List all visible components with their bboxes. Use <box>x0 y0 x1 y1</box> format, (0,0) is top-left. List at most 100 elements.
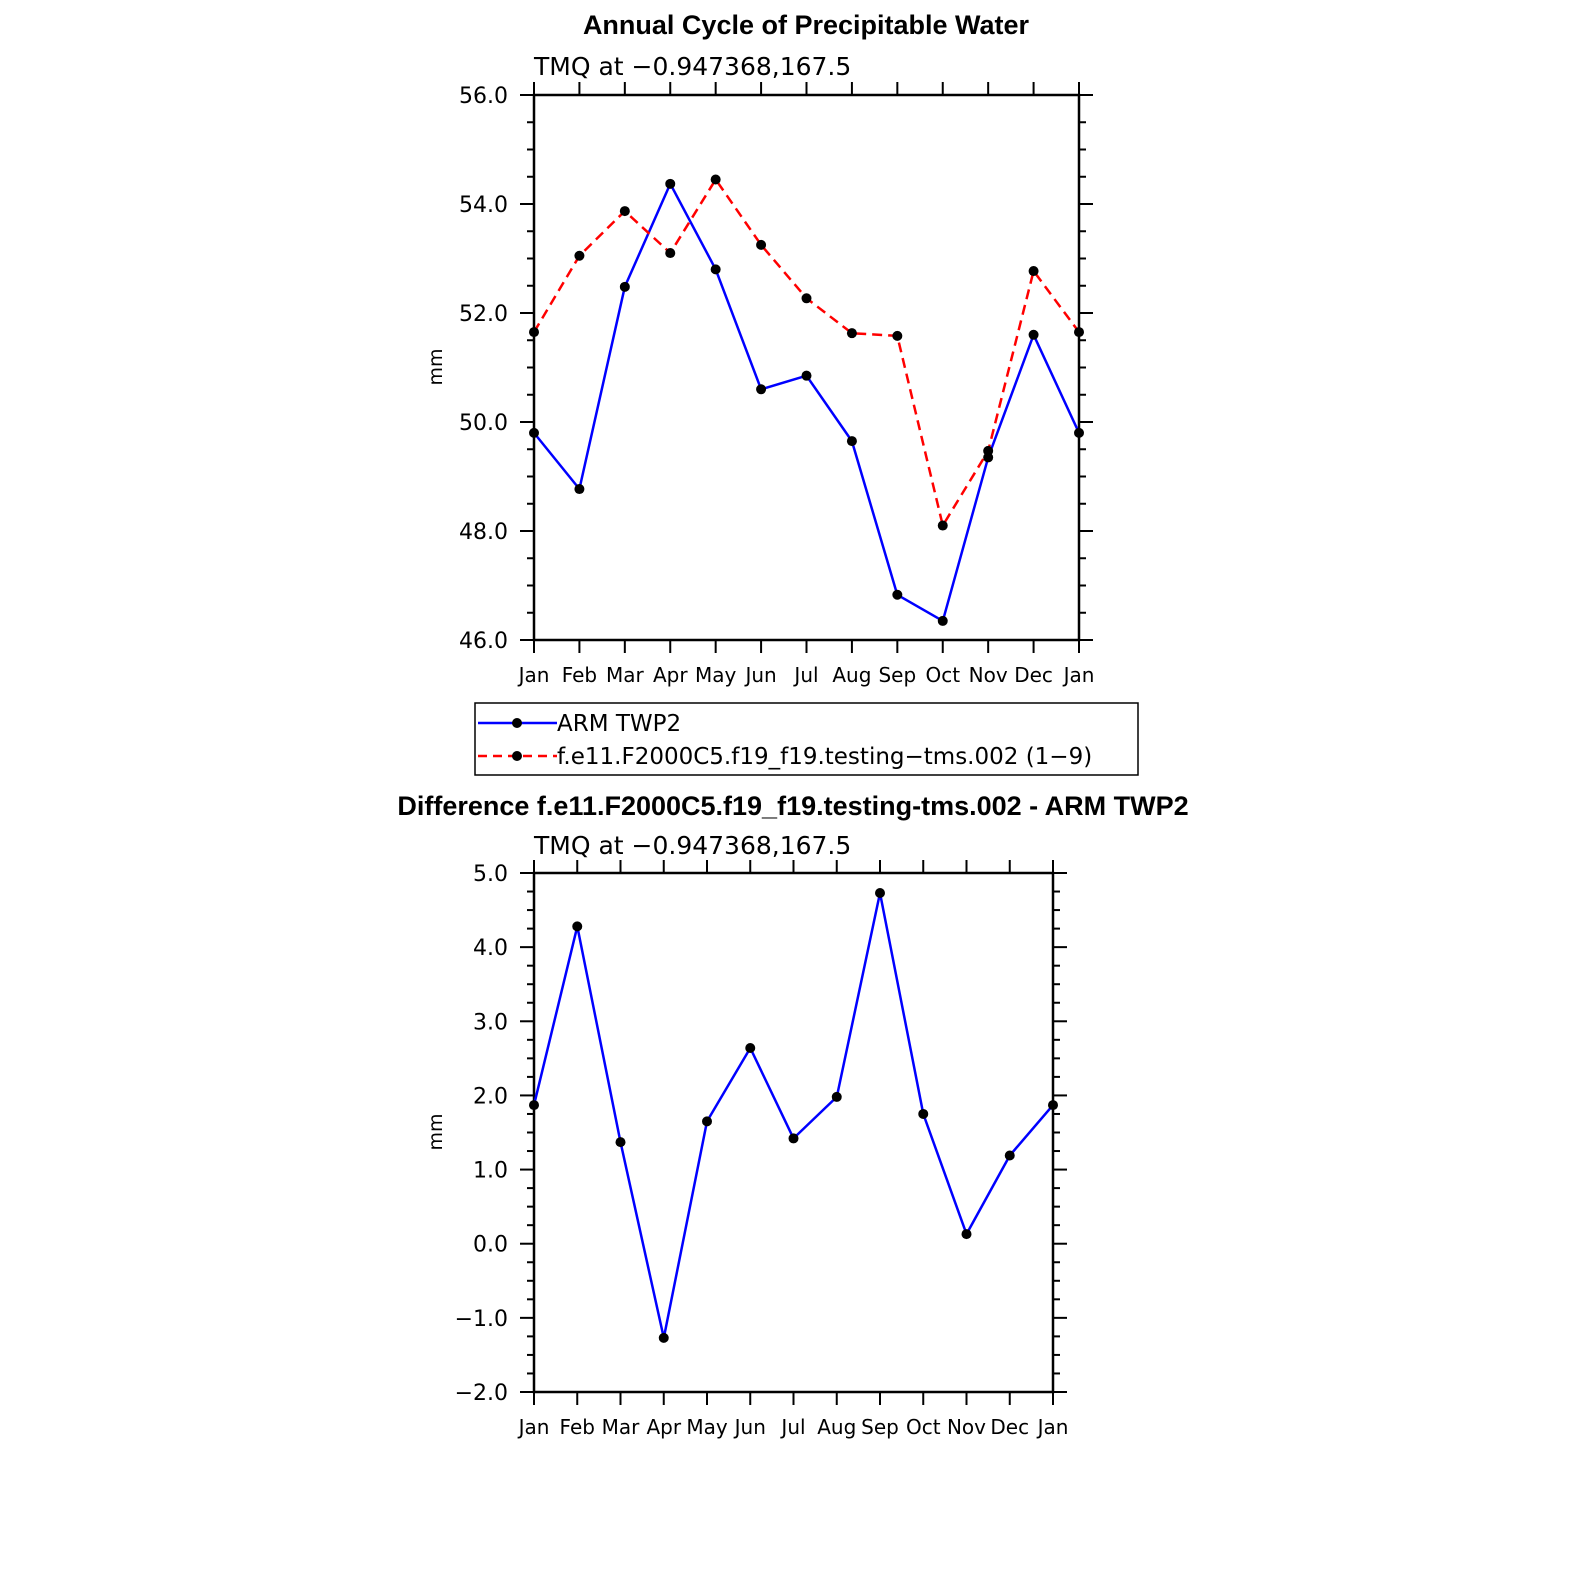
y-tick-label: −2.0 <box>455 1381 508 1406</box>
chart-subtitle: TMQ at −0.947368,167.5 <box>533 52 851 81</box>
data-point <box>529 327 539 338</box>
data-point <box>702 1116 712 1127</box>
data-point <box>1048 1100 1058 1111</box>
data-point <box>892 589 903 600</box>
data-point <box>846 436 857 447</box>
x-tick-label: Aug <box>817 1415 856 1439</box>
series-lines <box>532 178 1081 623</box>
x-tick-labels: Jan Feb Mar Apr May Jun Jul Aug Sep Oct Nov Dec Jan <box>517 1415 1069 1439</box>
data-point <box>756 384 767 395</box>
y-tick-labels: −2.0 −1.0 0.0 1.0 2.0 3.0 4.0 5.0 <box>455 862 508 1406</box>
y-tick-label: 50.0 <box>459 411 508 436</box>
x-tick-label: May <box>695 663 737 687</box>
data-point <box>756 239 767 250</box>
x-tick-label: Dec <box>1014 663 1053 687</box>
series-line-1 <box>532 178 1081 527</box>
y-axis-label: mm <box>425 348 447 385</box>
data-point <box>983 445 994 456</box>
data-point <box>937 520 948 531</box>
x-tick-label: Nov <box>947 1415 986 1439</box>
data-point <box>846 328 857 339</box>
data-point <box>710 174 721 185</box>
x-tick-label: Oct <box>925 663 960 687</box>
x-tick-label: Sep <box>861 1415 899 1439</box>
x-tick-label: Jan <box>517 663 550 687</box>
plot-border <box>532 93 1081 642</box>
data-point <box>788 1133 799 1144</box>
legend-marker-model <box>512 751 522 761</box>
x-tick-label: Jul <box>792 663 818 687</box>
y-tick-label: 4.0 <box>473 936 508 961</box>
data-point <box>529 427 539 438</box>
precipitable-water-chart: Annual Cycle of Precipitable Water TMQ a… <box>425 10 1094 687</box>
x-tick-label: Jan <box>517 1415 550 1439</box>
axes-frame <box>520 82 1093 653</box>
y-tick-label: 54.0 <box>459 193 508 218</box>
data-point <box>892 330 903 341</box>
data-point <box>615 1137 626 1148</box>
y-tick-label: 48.0 <box>459 520 508 545</box>
x-tick-label: Aug <box>832 663 871 687</box>
y-tick-label: 56.0 <box>459 84 508 109</box>
series-points <box>529 888 1058 1343</box>
x-tick-label: Feb <box>560 1415 595 1439</box>
y-tick-label: −1.0 <box>455 1307 508 1332</box>
data-point <box>1074 427 1084 438</box>
data-point <box>665 248 676 259</box>
x-tick-label: Jun <box>733 1415 766 1439</box>
x-tick-label: Oct <box>906 1415 941 1439</box>
data-point <box>875 888 885 899</box>
data-point <box>1074 327 1084 338</box>
x-tick-label: Dec <box>990 1415 1029 1439</box>
data-point <box>1028 329 1039 340</box>
difference-chart: Difference f.e11.F2000C5.f19_f19.testing… <box>397 791 1188 1439</box>
series-points <box>529 174 1084 626</box>
y-tick-label: 2.0 <box>473 1084 508 1109</box>
data-point <box>1004 1150 1015 1161</box>
data-point <box>574 484 585 495</box>
x-tick-label: Apr <box>653 663 688 687</box>
data-point <box>961 1229 972 1240</box>
data-point <box>619 206 630 217</box>
x-tick-label: Jun <box>743 663 776 687</box>
data-point <box>619 281 630 292</box>
y-tick-label: 46.0 <box>459 629 508 654</box>
x-tick-label: Jan <box>1036 1415 1069 1439</box>
y-tick-label: 0.0 <box>473 1233 508 1258</box>
data-point <box>665 178 676 189</box>
series-lines <box>532 891 1054 1340</box>
y-tick-label: 3.0 <box>473 1010 508 1035</box>
x-tick-label: Jan <box>1062 663 1095 687</box>
x-tick-label: Sep <box>878 663 916 687</box>
data-point <box>574 250 585 261</box>
data-point <box>937 615 948 626</box>
x-tick-label: Nov <box>969 663 1008 687</box>
legend-label-model: f.e11.F2000C5.f19_f19.testing−tms.002 (1… <box>557 744 1092 770</box>
legend-box <box>474 702 1139 776</box>
data-point <box>1028 266 1039 277</box>
x-tick-label: Feb <box>562 663 597 687</box>
data-point <box>801 370 812 381</box>
y-axis-label: mm <box>425 1113 447 1150</box>
data-point <box>572 921 583 932</box>
chart-title: Difference f.e11.F2000C5.f19_f19.testing… <box>397 791 1188 821</box>
data-point <box>710 264 721 275</box>
legend-label-obs: ARM TWP2 <box>557 711 681 737</box>
data-point <box>745 1042 756 1053</box>
data-point <box>918 1108 929 1119</box>
y-tick-label: 52.0 <box>459 302 508 327</box>
legend-marker-obs <box>512 718 522 728</box>
x-tick-label: Apr <box>646 1415 681 1439</box>
x-tick-label: Mar <box>606 663 645 687</box>
series-line-0 <box>533 182 1081 623</box>
data-point <box>801 293 812 304</box>
legend: ARM TWP2 f.e11.F2000C5.f19_f19.testing−t… <box>474 702 1139 776</box>
data-point <box>658 1332 669 1343</box>
chart-subtitle: TMQ at −0.947368,167.5 <box>533 831 851 860</box>
x-tick-label: Jul <box>779 1415 805 1439</box>
chart-title: Annual Cycle of Precipitable Water <box>583 10 1030 40</box>
data-point <box>831 1091 842 1102</box>
plot-border <box>532 871 1055 1394</box>
series-line-0 <box>532 891 1054 1340</box>
